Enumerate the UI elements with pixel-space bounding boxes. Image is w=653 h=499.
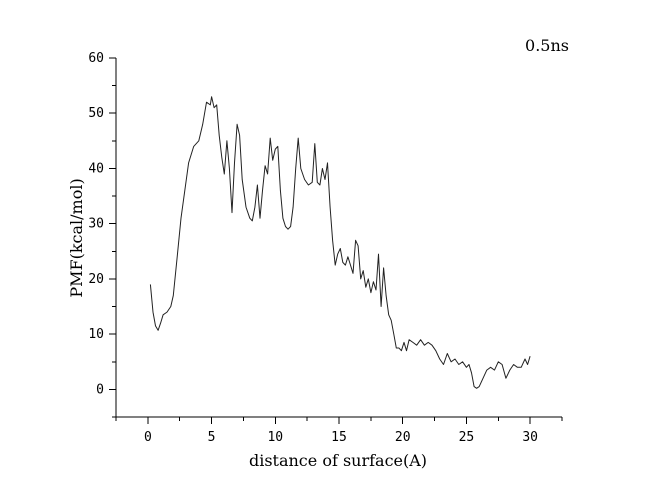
y-axis-title: PMF(kcal/mol) (67, 178, 86, 297)
axes (115, 58, 562, 418)
y-tick-label: 60 (88, 51, 104, 66)
y-tick-label: 30 (88, 217, 104, 232)
y-tick-label: 40 (88, 161, 104, 176)
y-tick-label: 50 (88, 106, 104, 121)
x-tick-label: 5 (208, 430, 216, 445)
x-tick-label: 10 (267, 430, 283, 445)
x-tick-label: 25 (459, 430, 475, 445)
x-ticks: 0 5 10 15 20 25 30 (115, 417, 563, 445)
x-tick-label: 0 (144, 430, 152, 445)
x-axis-title: distance of surface(A) (249, 451, 427, 470)
y-ticks: 0 10 20 30 40 50 60 (88, 51, 116, 418)
y-tick-label: 0 (96, 382, 104, 397)
y-tick-label: 10 (88, 327, 104, 342)
time-annotation: 0.5ns (525, 36, 569, 55)
x-tick-label: 15 (331, 430, 347, 445)
x-tick-label: 20 (395, 430, 411, 445)
x-tick-label: 30 (522, 430, 538, 445)
pmf-series-line (149, 96, 531, 389)
y-tick-label: 20 (88, 272, 104, 287)
